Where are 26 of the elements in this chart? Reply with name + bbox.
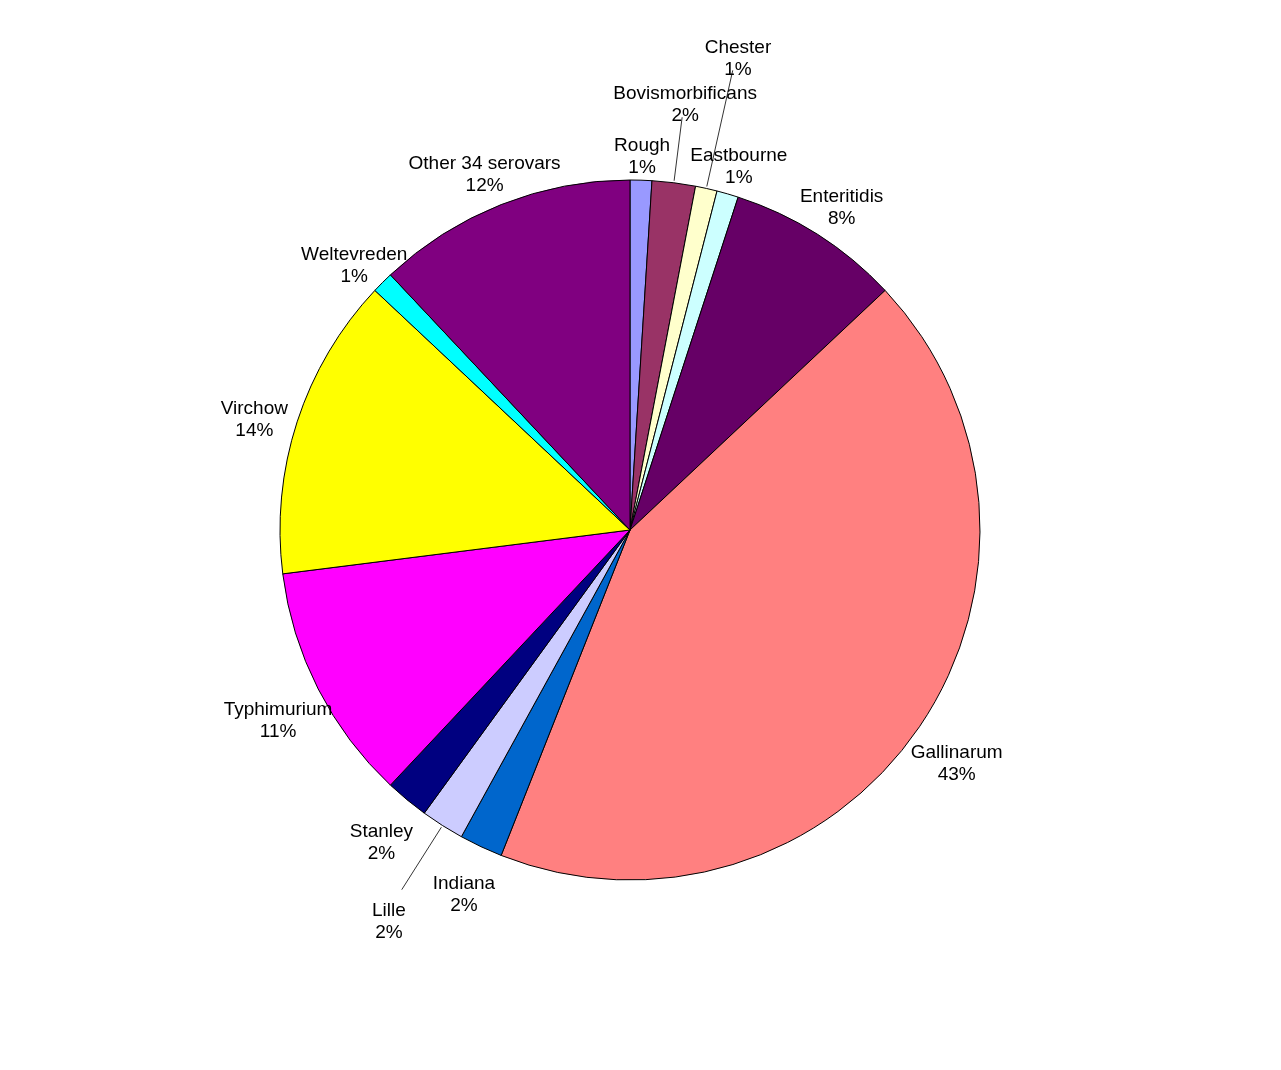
data-label: 1% [725,166,753,188]
slice-label: Chester [704,35,772,57]
data-label: 2% [671,104,699,126]
slice-label: Other 34 serovars [408,151,561,173]
slice-label: Rough [614,134,671,156]
slice-label: Lille [371,898,406,920]
data-label: 11% [259,720,297,742]
slice-label: Bovismorbificans [613,82,757,104]
slice-label: Virchow [220,396,289,418]
slice-label: Weltevreden [301,243,408,265]
data-label: 1% [628,156,656,178]
data-label: 2% [450,893,478,915]
data-label: 14% [235,418,274,440]
data-label: 43% [937,763,976,785]
data-label: 12% [465,173,504,195]
slice-label: Eastbourne [690,144,788,166]
slice-label: Indiana [432,871,496,893]
data-label: 2% [375,920,403,942]
data-label: 8% [827,207,856,229]
slice-label: Typhimurium [223,698,333,720]
slice-label: Enteritidis [799,185,884,207]
slice-label: Stanley [349,819,414,841]
data-label: 2% [367,841,396,863]
data-label: 1% [724,57,752,79]
slice-label: Gallinarum [910,741,1003,763]
data-label: 1% [340,265,369,287]
